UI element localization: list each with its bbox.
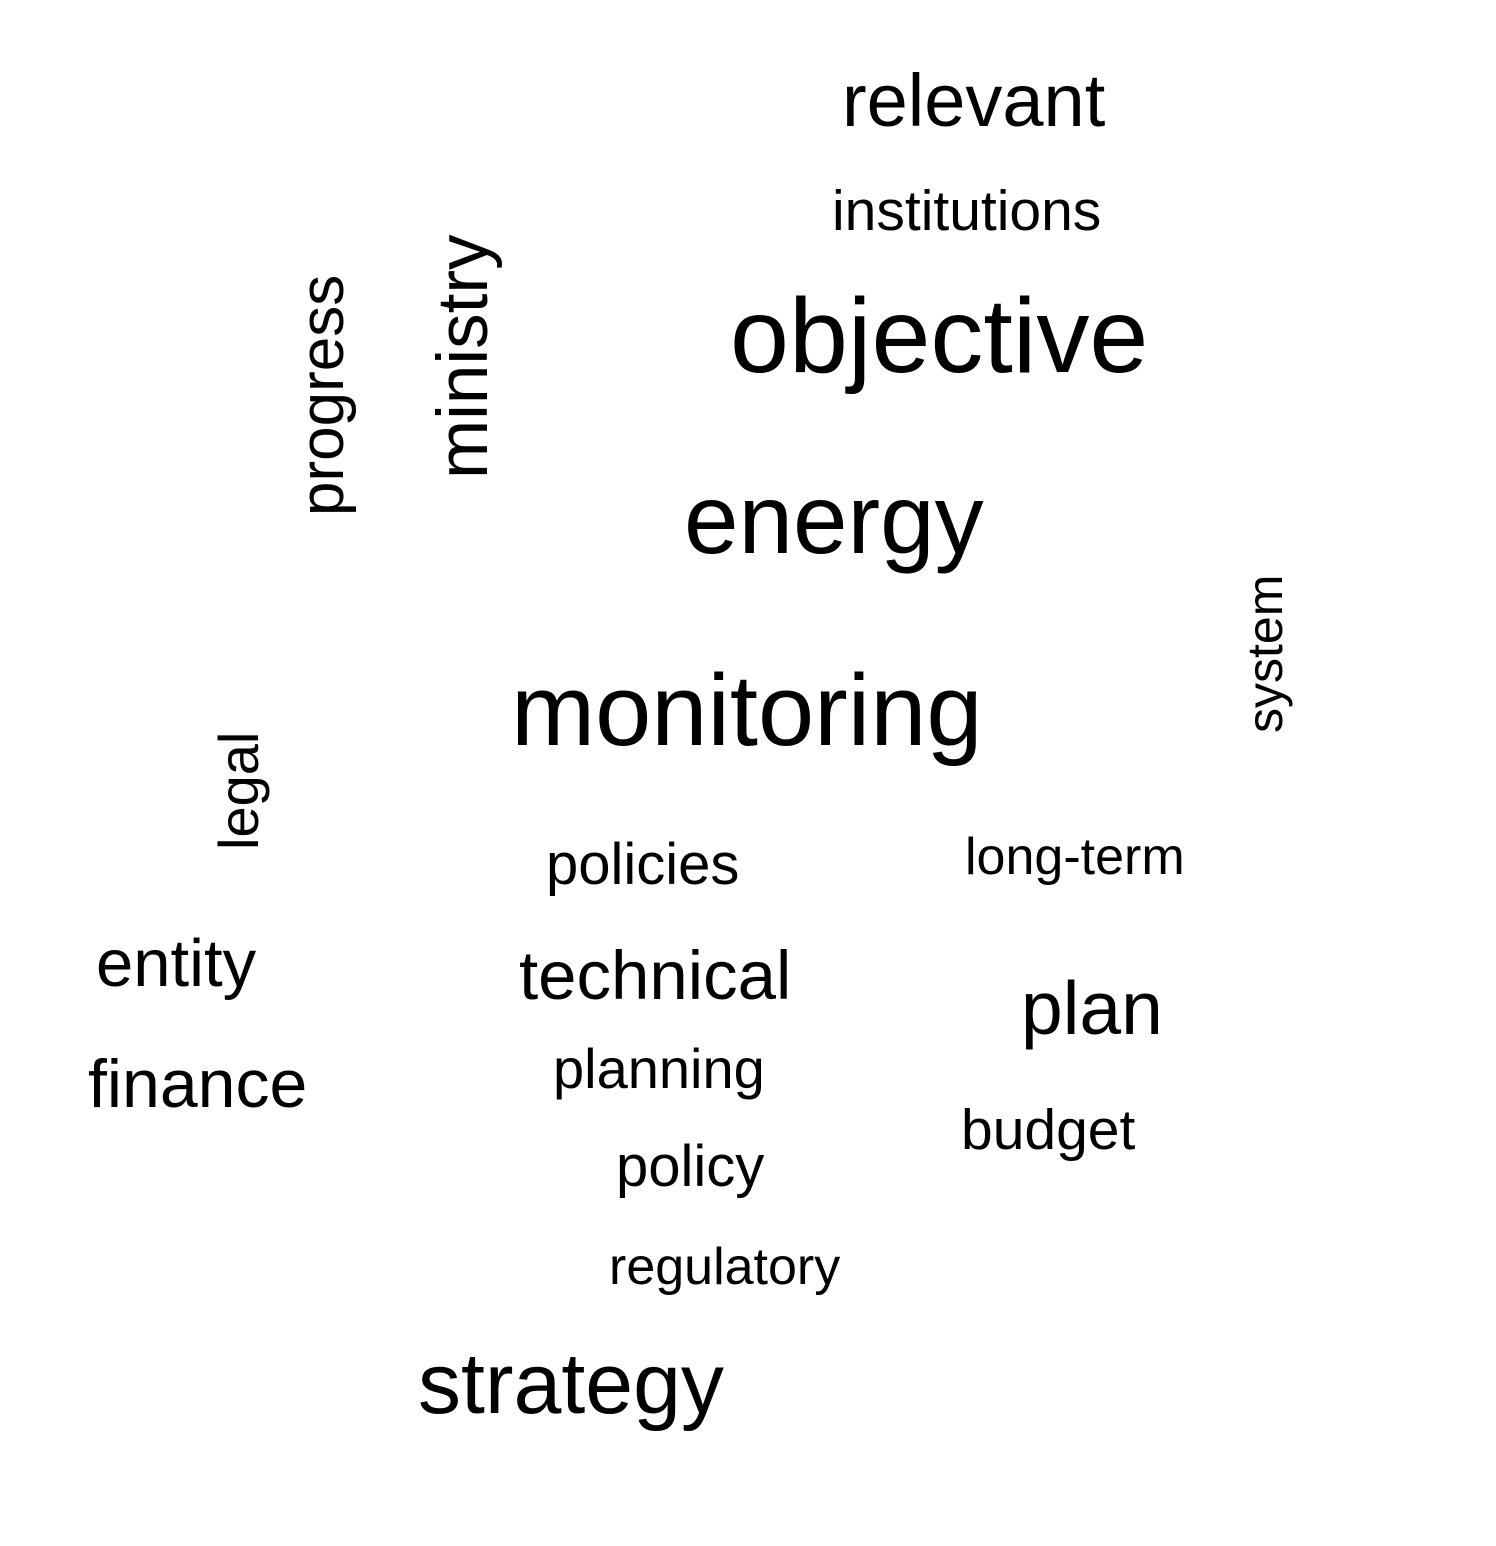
word-ministry: ministry xyxy=(424,234,503,479)
word-monitoring: monitoring xyxy=(511,655,983,767)
word-regulatory: regulatory xyxy=(609,1238,840,1296)
word-plan: plan xyxy=(1021,966,1163,1050)
word-relevant: relevant xyxy=(842,59,1106,142)
word-planning: planning xyxy=(553,1037,765,1100)
word-technical: technical xyxy=(519,937,791,1014)
word-entity: entity xyxy=(96,926,257,1001)
word-objective: objective xyxy=(730,277,1148,395)
word-strategy: strategy xyxy=(418,1336,724,1432)
word-policy: policy xyxy=(616,1134,764,1199)
word-legal: legal xyxy=(207,732,270,850)
word-budget: budget xyxy=(961,1098,1136,1162)
word-institutions: institutions xyxy=(832,179,1101,243)
word-system: system xyxy=(1237,575,1293,733)
word-progress: progress xyxy=(288,275,357,516)
word-energy: energy xyxy=(684,464,984,574)
word-policies: policies xyxy=(546,832,739,897)
word-finance: finance xyxy=(88,1046,307,1122)
word-long-term: long-term xyxy=(965,828,1185,886)
